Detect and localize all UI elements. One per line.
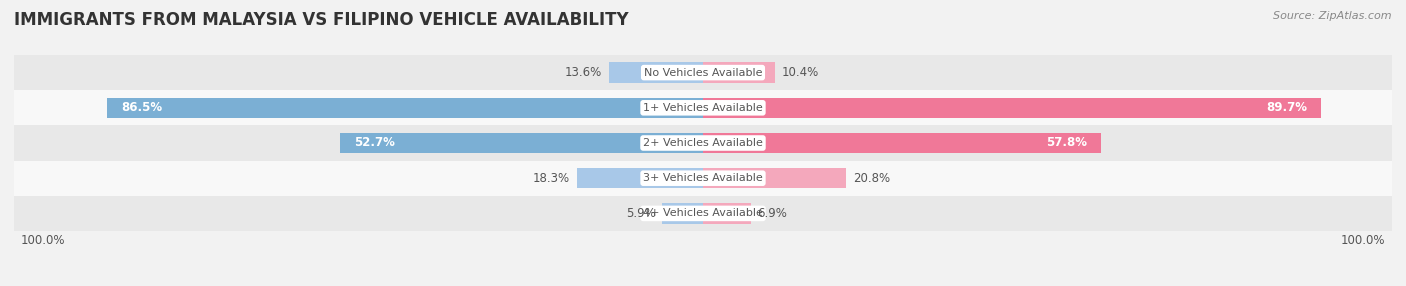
Text: Source: ZipAtlas.com: Source: ZipAtlas.com bbox=[1274, 11, 1392, 21]
Text: 1+ Vehicles Available: 1+ Vehicles Available bbox=[643, 103, 763, 113]
Text: 4+ Vehicles Available: 4+ Vehicles Available bbox=[643, 208, 763, 219]
Text: 100.0%: 100.0% bbox=[1340, 234, 1385, 247]
Bar bbox=[7, 161, 1399, 196]
Bar bbox=[7, 196, 1399, 231]
Bar bbox=[107, 98, 703, 118]
Bar bbox=[703, 168, 846, 188]
Text: 18.3%: 18.3% bbox=[533, 172, 569, 185]
Bar bbox=[703, 203, 751, 224]
Bar bbox=[703, 62, 775, 83]
Text: 57.8%: 57.8% bbox=[1046, 136, 1087, 150]
Bar bbox=[7, 125, 1399, 161]
Text: 100.0%: 100.0% bbox=[21, 234, 66, 247]
Text: 5.9%: 5.9% bbox=[626, 207, 655, 220]
Bar bbox=[703, 98, 1322, 118]
Text: 86.5%: 86.5% bbox=[121, 101, 162, 114]
Text: 3+ Vehicles Available: 3+ Vehicles Available bbox=[643, 173, 763, 183]
Legend: Immigrants from Malaysia, Filipino: Immigrants from Malaysia, Filipino bbox=[560, 282, 846, 286]
Bar bbox=[340, 133, 703, 153]
Bar bbox=[7, 55, 1399, 90]
Text: 10.4%: 10.4% bbox=[782, 66, 818, 79]
Text: 20.8%: 20.8% bbox=[853, 172, 890, 185]
Text: 52.7%: 52.7% bbox=[354, 136, 395, 150]
Bar bbox=[662, 203, 703, 224]
Text: 89.7%: 89.7% bbox=[1267, 101, 1308, 114]
Text: 6.9%: 6.9% bbox=[758, 207, 787, 220]
Bar bbox=[703, 133, 1101, 153]
Text: 2+ Vehicles Available: 2+ Vehicles Available bbox=[643, 138, 763, 148]
Text: No Vehicles Available: No Vehicles Available bbox=[644, 67, 762, 78]
Text: IMMIGRANTS FROM MALAYSIA VS FILIPINO VEHICLE AVAILABILITY: IMMIGRANTS FROM MALAYSIA VS FILIPINO VEH… bbox=[14, 11, 628, 29]
Bar bbox=[609, 62, 703, 83]
Text: 13.6%: 13.6% bbox=[565, 66, 602, 79]
Bar bbox=[7, 90, 1399, 125]
Bar bbox=[576, 168, 703, 188]
